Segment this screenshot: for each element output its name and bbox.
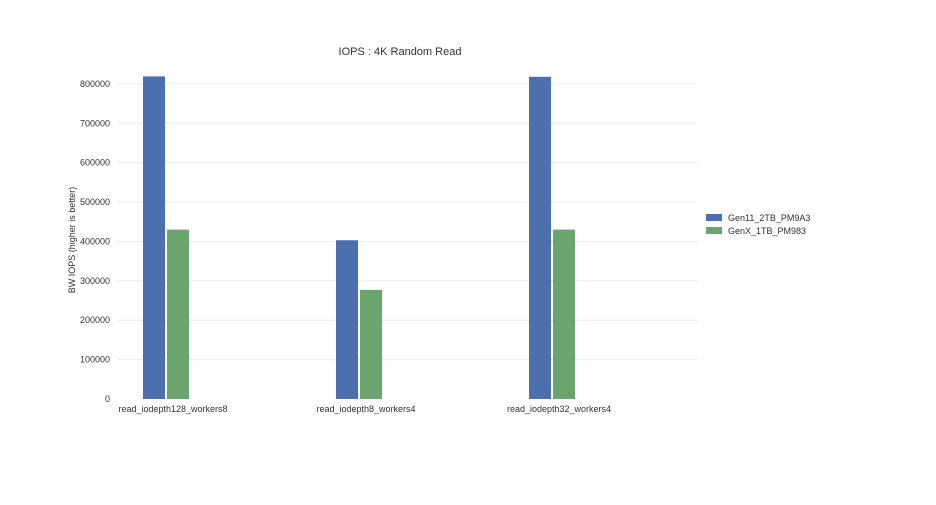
x-axis-ticks: read_iodepth128_workers8 read_iodepth8_wo…	[118, 404, 611, 414]
y-axis-label: BW IOPS (higher is better)	[67, 187, 77, 294]
bar	[336, 240, 358, 399]
y-tick-label: 500000	[80, 197, 110, 207]
bar	[553, 229, 575, 399]
bar	[167, 229, 189, 399]
y-tick-label: 300000	[80, 276, 110, 286]
y-tick-label: 400000	[80, 236, 110, 246]
legend: Gen11_2TB_PM9A3 GenX_1TB_PM983	[706, 213, 810, 236]
y-tick-label: 0	[105, 394, 110, 404]
legend-label: GenX_1TB_PM983	[728, 226, 806, 236]
bars	[143, 76, 575, 399]
grid-lines	[118, 83, 697, 361]
y-tick-label: 200000	[80, 315, 110, 325]
bar	[529, 76, 551, 399]
legend-label: Gen11_2TB_PM9A3	[728, 213, 810, 223]
legend-swatch	[706, 227, 722, 234]
chart-title: IOPS : 4K Random Read	[339, 46, 462, 58]
x-tick-label: read_iodepth128_workers8	[118, 404, 227, 414]
y-tick-label: 700000	[80, 118, 110, 128]
bar	[143, 76, 165, 399]
x-tick-label: read_iodepth32_workers4	[507, 404, 611, 414]
bar	[360, 289, 382, 399]
y-tick-label: 800000	[80, 79, 110, 89]
legend-swatch	[706, 214, 722, 221]
y-axis-ticks: 0 100000 200000 300000 400000 500000 600000 700…	[80, 79, 110, 404]
y-tick-label: 600000	[80, 158, 110, 168]
x-tick-label: read_iodepth8_workers4	[316, 404, 415, 414]
y-tick-label: 100000	[80, 355, 110, 365]
